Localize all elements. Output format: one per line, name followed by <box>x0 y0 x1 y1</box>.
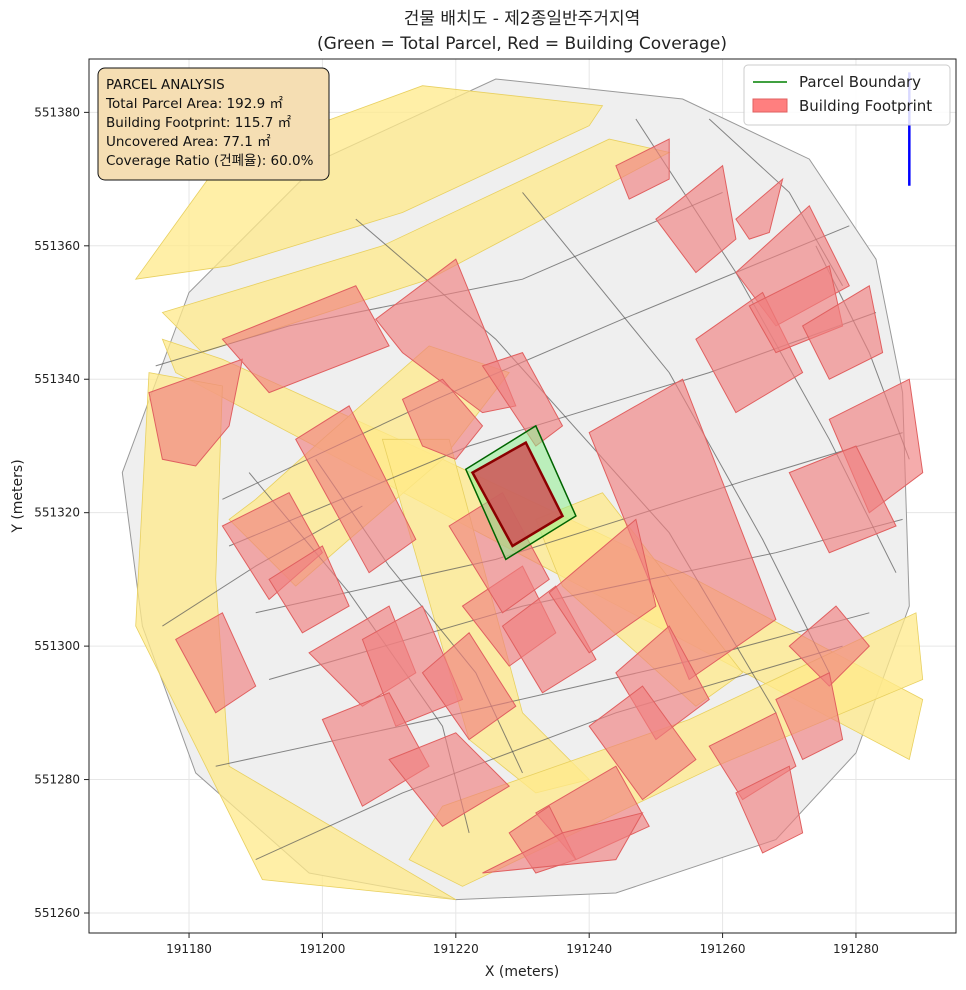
context-building-2 <box>375 258 517 414</box>
map-layer <box>121 72 924 901</box>
x-axis-label: X (meters) <box>485 964 559 980</box>
context-building-18 <box>268 545 350 634</box>
context-building-0 <box>148 358 244 467</box>
info-box: PARCEL ANALYSIS Total Parcel Area: 192.9… <box>97 67 330 181</box>
context-building-27 <box>501 585 597 694</box>
y-axis-ticks: 551260 551280 551300 551320 551340 551360 5513… <box>34 105 89 920</box>
y-tick-label-4: 551340 <box>34 372 80 386</box>
x-axis-ticks: 191180 191200 191220 191240 191260 191280 <box>166 933 879 956</box>
y-tick-label-2: 551300 <box>34 639 80 653</box>
legend-building-swatch <box>752 98 788 113</box>
y-tick-label-5: 551360 <box>34 239 80 253</box>
context-building-5 <box>615 138 670 200</box>
context-building-11 <box>801 285 884 380</box>
context-building-19 <box>175 612 257 714</box>
context-building-17 <box>295 405 417 574</box>
context-building-4 <box>481 351 564 447</box>
x-tick-label-4: 191260 <box>700 942 746 956</box>
context-building-15 <box>588 378 777 681</box>
y-tick-label-0: 551260 <box>34 906 80 920</box>
info-line-total-area: Total Parcel Area: 192.9 ㎡ <box>105 96 283 112</box>
context-building-30 <box>588 685 697 801</box>
context-building-1 <box>221 285 390 394</box>
context-building-13 <box>788 445 897 554</box>
parcel-line-8 <box>522 192 830 674</box>
info-line-footprint: Building Footprint: 115.7 ㎡ <box>106 115 292 131</box>
context-building-24 <box>421 632 517 741</box>
target-building <box>470 440 565 548</box>
y-tick-label-6: 551380 <box>34 105 80 119</box>
info-line-uncovered: Uncovered Area: 77.1 ㎡ <box>106 134 271 150</box>
y-tick-label-3: 551320 <box>34 506 80 520</box>
context-building-28 <box>548 518 657 654</box>
chart-subtitle: (Green = Total Parcel, Red = Building Co… <box>317 34 727 54</box>
context-building-7 <box>735 177 784 240</box>
y-tick-label-1: 551280 <box>34 773 80 787</box>
context-building-34 <box>775 672 844 761</box>
target-parcel-group <box>464 424 577 561</box>
parcel-line-6 <box>255 645 843 861</box>
x-tick-label-2: 191220 <box>433 942 479 956</box>
context-building-3 <box>401 378 484 460</box>
context-buildings <box>148 138 924 874</box>
info-box-background <box>97 67 330 181</box>
info-box-header: PARCEL ANALYSIS <box>106 77 225 93</box>
info-line-coverage: Coverage Ratio (건폐율): 60.0% <box>106 153 314 169</box>
context-building-6 <box>655 164 737 274</box>
x-tick-label-0: 191180 <box>166 942 212 956</box>
legend-background <box>743 64 951 126</box>
y-axis-label: Y (meters) <box>10 459 26 533</box>
chart-title: 건물 배치도 - 제2종일반주거지역 <box>404 9 640 29</box>
parcel-line-3 <box>255 432 903 614</box>
x-tick-label-5: 191280 <box>833 942 879 956</box>
plot-frame <box>88 58 957 934</box>
context-building-23 <box>388 732 511 827</box>
context-building-14 <box>788 605 870 687</box>
legend-building-label: Building Footprint <box>799 97 932 115</box>
context-building-33 <box>735 765 804 854</box>
legend: Parcel Boundary Building Footprint <box>743 64 951 126</box>
x-tick-label-3: 191240 <box>566 942 612 956</box>
context-building-36 <box>482 812 644 874</box>
x-tick-label-1: 191200 <box>300 942 346 956</box>
legend-parcel-label: Parcel Boundary <box>799 73 921 91</box>
